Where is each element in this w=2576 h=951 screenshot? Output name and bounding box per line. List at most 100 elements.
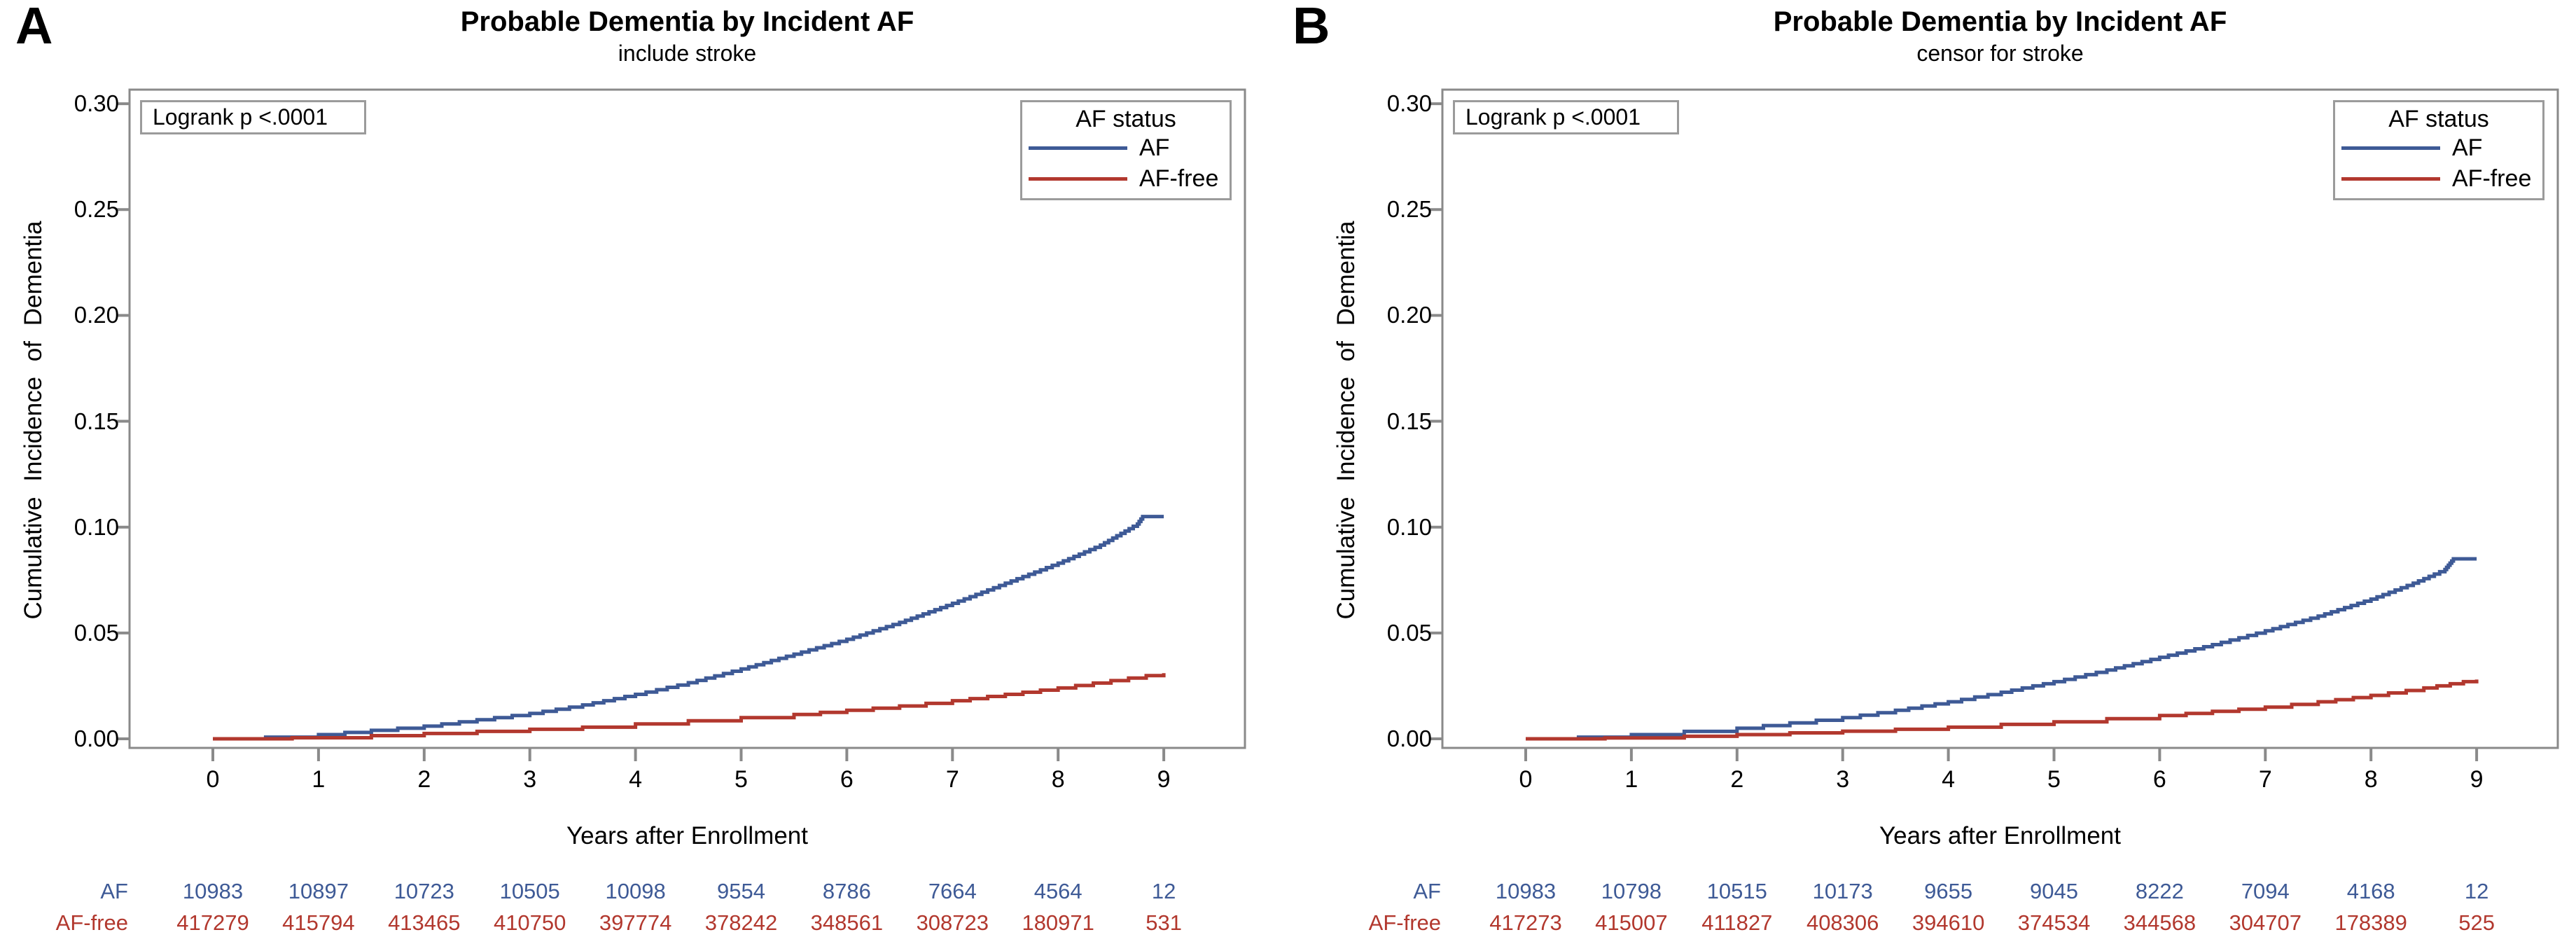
x-tick-label: 3 [1836, 766, 1850, 793]
risk-value: 10515 [1706, 879, 1767, 903]
risk-value: 415794 [282, 910, 355, 935]
x-tick-label: 3 [523, 766, 537, 793]
risk-value: 4564 [1033, 879, 1082, 903]
plot-area [116, 88, 1246, 761]
risk-value: 410750 [493, 910, 566, 935]
panel-b-letter: B [1293, 0, 1330, 55]
risk-row-label: AF-free [1368, 910, 1441, 935]
risk-value: 344568 [2123, 910, 2196, 935]
risk-value: 374534 [2017, 910, 2091, 935]
y-tick-label: 0.25 [1386, 196, 1432, 223]
x-tick-label: 7 [2258, 766, 2272, 793]
x-tick-label: 8 [1051, 766, 1065, 793]
risk-value: 417273 [1489, 910, 1562, 935]
legend-entry-af-free: AF-free [2335, 163, 2542, 194]
legend-label-af-free: AF-free [2452, 165, 2532, 192]
logrank-annotation: Logrank p <.0001 [1453, 100, 1679, 134]
legend-label-af-free: AF-free [1139, 165, 1219, 192]
af-free-line-swatch [1029, 176, 1127, 181]
risk-value: 7094 [2241, 879, 2290, 903]
risk-value: 8222 [2135, 879, 2184, 903]
km-curve-af [1526, 557, 2477, 741]
y-tick-label: 0.15 [1386, 408, 1432, 434]
risk-value: 525 [2458, 910, 2495, 935]
risk-value: 308723 [916, 910, 989, 935]
x-tick-label: 4 [629, 766, 643, 793]
x-tick-label: 9 [1157, 766, 1171, 793]
y-tick-label: 0.10 [1386, 513, 1432, 540]
x-tick-label: 2 [417, 766, 431, 793]
x-tick-label: 5 [734, 766, 748, 793]
x-tick-label: 7 [945, 766, 959, 793]
y-tick-label: 0.05 [1386, 619, 1432, 646]
panel-a-letter: A [15, 0, 53, 55]
km-curve-af [213, 515, 1164, 741]
x-axis-title: Years after Enrollment [566, 822, 808, 849]
y-tick-label: 0.00 [1386, 726, 1432, 751]
x-tick-label: 6 [2152, 766, 2166, 793]
risk-value: 531 [1146, 910, 1182, 935]
risk-value: 8786 [822, 879, 871, 903]
legend-label-af: AF [2452, 134, 2483, 161]
legend-entry-af: AF [2335, 132, 2542, 163]
km-curve-af-free [213, 673, 1166, 741]
af-free-line-swatch [2341, 176, 2440, 181]
plot-frame [128, 88, 1246, 749]
plot-area [1313, 0, 2576, 951]
risk-value: 10798 [1601, 879, 1662, 903]
chart-subtitle: censor for stroke [1916, 41, 2084, 66]
risk-value: 9045 [2030, 879, 2078, 903]
risk-value: 304707 [2229, 910, 2302, 935]
panel-b: Probable Dementia by Incident AF censor … [1313, 0, 2576, 951]
y-tick-label: 0.15 [74, 408, 119, 434]
x-tick-label: 0 [206, 766, 220, 793]
x-tick-label: 2 [1730, 766, 1744, 793]
axis-ticks [1429, 102, 2479, 761]
risk-value: 10505 [499, 879, 560, 903]
risk-value: 12 [2464, 879, 2489, 903]
risk-value: 9554 [717, 879, 765, 903]
legend-entry-af: AF [1022, 132, 1230, 163]
x-tick-label: 1 [312, 766, 326, 793]
y-tick-label: 0.20 [1386, 302, 1432, 328]
y-tick-label: 0.30 [74, 90, 119, 117]
risk-value: 10983 [1495, 879, 1557, 903]
chart-title: Probable Dementia by Incident AF [460, 6, 914, 37]
risk-value: 348561 [810, 910, 884, 935]
risk-value: 397774 [599, 910, 672, 935]
risk-value: 10897 [288, 879, 349, 903]
risk-row-label: AF [1413, 879, 1441, 903]
risk-value: 415007 [1595, 910, 1668, 935]
af-line-swatch [2341, 146, 2440, 150]
x-tick-label: 8 [2364, 766, 2378, 793]
y-tick-label: 0.00 [74, 726, 119, 751]
risk-value: 10098 [605, 879, 666, 903]
risk-value: 411827 [1701, 910, 1773, 935]
legend-title: AF status [1075, 106, 1176, 132]
x-tick-label: 1 [1624, 766, 1638, 793]
risk-value: 4168 [2346, 879, 2395, 903]
logrank-annotation: Logrank p <.0001 [140, 100, 366, 134]
risk-value: 10723 [394, 879, 454, 903]
x-axis-title: Years after Enrollment [1879, 822, 2121, 849]
legend-entry-af-free: AF-free [1022, 163, 1230, 194]
risk-value: 180971 [1022, 910, 1094, 935]
chart-title: Probable Dementia by Incident AF [1773, 6, 2227, 37]
y-tick-label: 0.20 [74, 302, 119, 328]
risk-value: 9655 [1924, 879, 1973, 903]
risk-row-label: AF [100, 879, 128, 903]
af-line-swatch [1029, 146, 1127, 150]
risk-value: 413465 [388, 910, 461, 935]
legend: AF status AF AF-free [1020, 100, 1232, 200]
risk-value: 7664 [928, 879, 977, 903]
risk-value: 10173 [1812, 879, 1873, 903]
risk-table: AF 10983 10897 10723 10505 10098 9554 8786 7664 4… [55, 879, 1182, 935]
plot-svg [116, 88, 1246, 761]
risk-value: 417279 [176, 910, 249, 935]
y-tick-label: 0.05 [74, 619, 119, 646]
risk-row-label: AF-free [55, 910, 128, 935]
risk-value: 12 [1151, 879, 1176, 903]
risk-value: 378242 [704, 910, 778, 935]
axis-ticks [116, 102, 1166, 761]
x-tick-label: 6 [840, 766, 854, 793]
